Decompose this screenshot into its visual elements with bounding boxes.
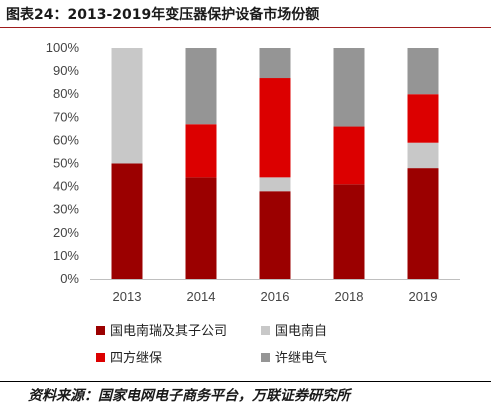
bar-segment-2013-series-0 — [111, 163, 143, 279]
legend-label-xj: 许继电气 — [275, 351, 328, 366]
x-tick-label: 2013 — [113, 289, 142, 304]
figure-title: 图表24：2013-2019年变压器保护设备市场份额 — [6, 7, 320, 23]
legend-label-nari: 国电南瑞及其子公司 — [110, 324, 228, 339]
bar-segment-2016-series-3 — [259, 48, 291, 79]
y-tick-label: 90% — [53, 63, 79, 78]
bar-segment-2014-series-0 — [185, 177, 217, 279]
legend-swatch-sac — [261, 326, 270, 335]
y-tick-label: 50% — [53, 156, 79, 171]
bar-segment-2019-series-2 — [407, 94, 439, 143]
y-axis: 0% 10% 20% 30% 40% 50% 60% 70% 80% 90% 100% — [46, 40, 80, 286]
y-tick-label: 10% — [53, 248, 79, 263]
bar-segment-2019-series-1 — [407, 142, 439, 169]
bar-segment-2014-series-2 — [185, 124, 217, 178]
y-tick-label: 40% — [53, 179, 79, 194]
y-tick-label: 100% — [46, 40, 80, 55]
legend-item-xj: 许继电气 — [261, 347, 327, 366]
legend-label-sifang: 四方继保 — [110, 351, 163, 366]
bar-segment-2014-series-3 — [185, 48, 217, 125]
x-tick-label: 2018 — [335, 289, 364, 304]
bar-segment-2016-series-0 — [259, 191, 291, 279]
legend-swatch-nari — [96, 326, 105, 335]
source-note: 资料来源：国家电网电子商务平台，万联证券研究所 — [28, 388, 350, 404]
y-tick-label: 30% — [53, 202, 79, 217]
legend-item-sifang: 四方继保 — [96, 347, 162, 366]
y-tick-label: 0% — [60, 271, 79, 286]
bars — [111, 48, 439, 279]
title-divider — [0, 27, 491, 28]
x-axis: 2013 2014 2016 2018 2019 — [113, 289, 438, 304]
y-tick-label: 70% — [53, 109, 79, 124]
bar-segment-2018-series-0 — [333, 184, 365, 279]
source-divider — [0, 381, 491, 382]
bar-segment-2019-series-0 — [407, 168, 439, 279]
x-tick-label: 2019 — [409, 289, 438, 304]
y-tick-label: 80% — [53, 86, 79, 101]
bar-segment-2018-series-2 — [333, 126, 365, 185]
x-tick-label: 2014 — [187, 289, 216, 304]
y-tick-label: 60% — [53, 132, 79, 147]
legend-item-sac: 国电南自 — [261, 320, 327, 339]
bar-segment-2016-series-2 — [259, 78, 291, 178]
x-tick-label: 2016 — [261, 289, 290, 304]
legend-swatch-xj — [261, 353, 270, 362]
legend-item-nari: 国电南瑞及其子公司 — [96, 320, 227, 339]
legend-label-sac: 国电南自 — [275, 324, 328, 339]
bar-segment-2013-series-1 — [111, 48, 143, 164]
legend-swatch-sifang — [96, 353, 105, 362]
bar-segment-2018-series-3 — [333, 48, 365, 127]
bar-segment-2016-series-1 — [259, 177, 291, 192]
y-tick-label: 20% — [53, 225, 79, 240]
bar-segment-2019-series-3 — [407, 48, 439, 95]
